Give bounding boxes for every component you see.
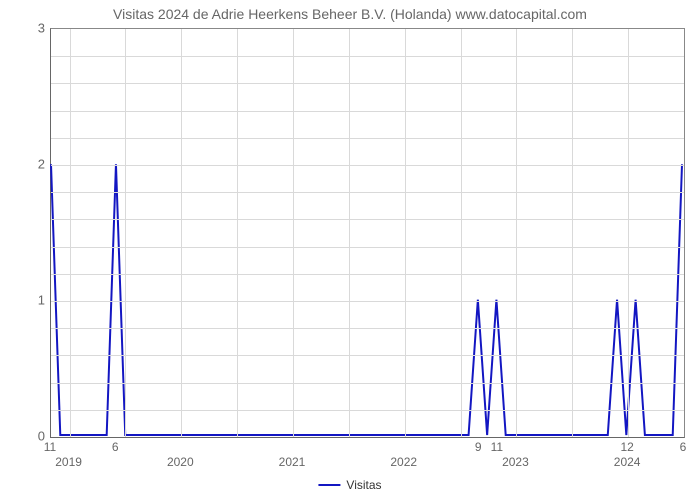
gridline-v	[516, 29, 517, 437]
gridline-v	[70, 29, 71, 437]
gridline-h	[51, 165, 684, 166]
x-tick-month: 12	[620, 440, 633, 454]
x-tick-month: 6	[680, 440, 687, 454]
legend-swatch	[318, 484, 340, 486]
gridline-v	[181, 29, 182, 437]
x-tick-month: 11	[491, 440, 503, 454]
x-tick-month: 9	[475, 440, 482, 454]
gridline-h	[51, 247, 684, 248]
x-tick-year: 2019	[55, 455, 82, 469]
y-tick-label: 3	[30, 21, 45, 36]
gridline-h	[51, 328, 684, 329]
gridline-v	[405, 29, 406, 437]
x-tick-year: 2022	[390, 455, 417, 469]
x-tick-year: 2020	[167, 455, 194, 469]
gridline-v	[349, 29, 350, 437]
gridline-h	[51, 355, 684, 356]
gridline-h	[51, 383, 684, 384]
line-series	[51, 29, 684, 437]
visits-chart: Visitas 2024 de Adrie Heerkens Beheer B.…	[0, 0, 700, 500]
gridline-v	[461, 29, 462, 437]
gridline-v	[628, 29, 629, 437]
gridline-h	[51, 410, 684, 411]
y-tick-label: 0	[30, 429, 45, 444]
gridline-h	[51, 274, 684, 275]
y-tick-label: 1	[30, 293, 45, 308]
gridline-v	[572, 29, 573, 437]
x-tick-year: 2021	[279, 455, 306, 469]
y-tick-label: 2	[30, 157, 45, 172]
gridline-v	[237, 29, 238, 437]
gridline-h	[51, 219, 684, 220]
gridline-h	[51, 83, 684, 84]
gridline-h	[51, 111, 684, 112]
chart-title: Visitas 2024 de Adrie Heerkens Beheer B.…	[0, 0, 700, 22]
gridline-v	[125, 29, 126, 437]
gridline-h	[51, 301, 684, 302]
legend: Visitas	[318, 478, 381, 492]
gridline-v	[293, 29, 294, 437]
plot-area	[50, 28, 685, 438]
gridline-h	[51, 192, 684, 193]
gridline-h	[51, 138, 684, 139]
legend-label: Visitas	[346, 478, 381, 492]
x-tick-month: 6	[112, 440, 119, 454]
x-tick-month: 11	[44, 440, 56, 454]
gridline-h	[51, 56, 684, 57]
x-tick-year: 2023	[502, 455, 529, 469]
x-tick-year: 2024	[614, 455, 641, 469]
